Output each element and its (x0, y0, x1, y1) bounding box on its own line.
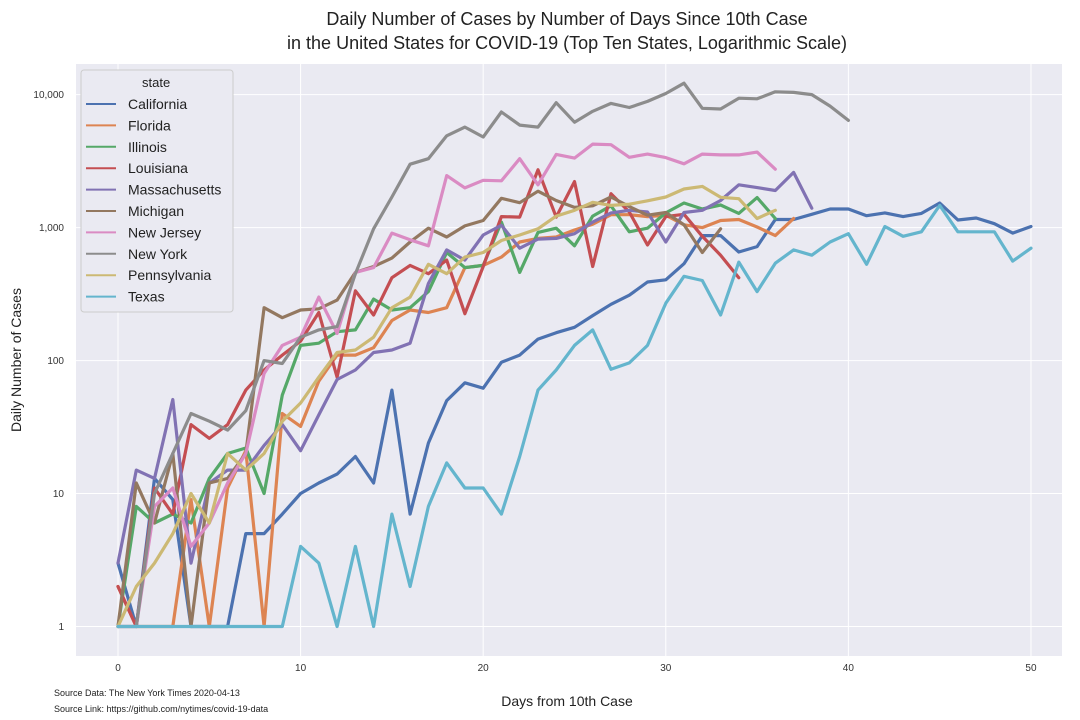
y-axis-label: Daily Number of Cases (8, 288, 24, 432)
series-line-california (116, 201, 1033, 629)
y-tick-label: 1,000 (39, 223, 64, 234)
legend-frame (80, 69, 234, 313)
y-tick-label: 10 (53, 489, 65, 500)
legend-label: New York (128, 246, 188, 262)
legend: state California Florida Illinois Louisiana… (80, 69, 234, 313)
legend-label: Illinois (128, 139, 167, 155)
chart-title-line1: Daily Number of Cases by Number of Days … (326, 9, 807, 29)
series-line-michigan (116, 189, 723, 629)
series-line-pennsylvania (116, 184, 777, 629)
series-layer (116, 81, 1033, 629)
legend-label: New Jersey (128, 224, 201, 240)
x-tick-label: 20 (478, 663, 490, 674)
x-tick-label: 10 (295, 663, 307, 674)
chart-title-line2: in the United States for COVID-19 (Top T… (287, 33, 847, 53)
legend-label: Louisiana (128, 160, 188, 176)
y-axis-ticks: 1 10 100 1,000 10,000 (33, 90, 64, 633)
source-data-note: Source Data: The New York Times 2020-04-… (54, 688, 240, 698)
legend-label: Massachusetts (128, 182, 221, 198)
series-line-texas (116, 203, 1033, 629)
series-line-new-jersey (116, 142, 777, 629)
legend-items: California Florida Illinois Louisiana Massac… (86, 96, 221, 305)
legend-label: Pennsylvania (128, 267, 211, 283)
legend-label: California (128, 96, 187, 112)
x-tick-label: 40 (843, 663, 855, 674)
legend-title: state (142, 75, 170, 90)
legend-label: Texas (128, 289, 165, 305)
y-tick-label: 100 (47, 356, 64, 367)
y-tick-label: 10,000 (33, 90, 64, 101)
legend-label: Florida (128, 117, 171, 133)
x-tick-label: 50 (1025, 663, 1037, 674)
source-link-note: Source Link: https://github.com/nytimes/… (54, 704, 268, 714)
grid-lines (76, 64, 1062, 656)
legend-label: Michigan (128, 203, 184, 219)
y-tick-label: 1 (58, 622, 64, 633)
series-line-louisiana (116, 168, 741, 629)
x-axis-ticks: 0 10 20 30 40 50 (115, 663, 1037, 674)
x-axis-label: Days from 10th Case (501, 693, 633, 709)
x-tick-label: 30 (660, 663, 672, 674)
series-line-new-york (116, 81, 851, 629)
x-tick-label: 0 (115, 663, 121, 674)
